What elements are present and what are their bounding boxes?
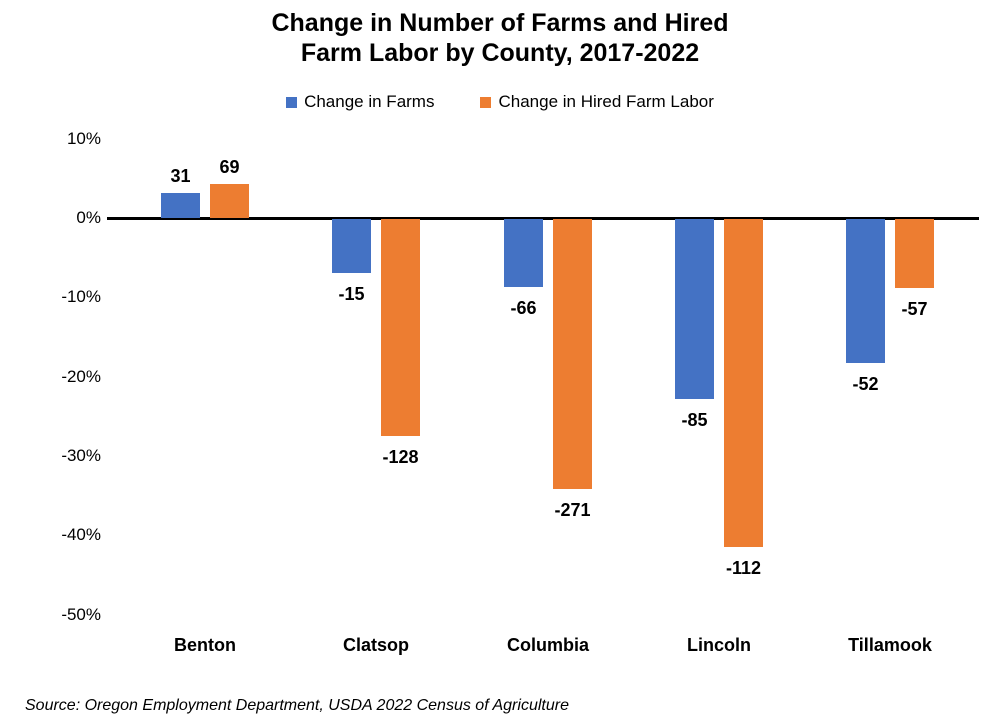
chart-title-line1: Change in Number of Farms and Hired [271, 9, 729, 37]
bar-data-label: -57 [901, 298, 928, 319]
bar-data-label: -85 [681, 410, 708, 430]
legend: Change in Farms Change in Hired Farm Labo… [0, 92, 1000, 112]
bar-benton-farms [161, 193, 200, 218]
category-label-tillamook: Tillamook [848, 635, 932, 655]
y-axis-tick-label: 0% [76, 208, 101, 227]
bar-data-label: -52 [852, 374, 879, 395]
bar-lincoln-hired-labor [724, 219, 763, 547]
bar-columbia-hired-labor [553, 219, 592, 489]
bar-data-label: -271 [554, 499, 591, 520]
source-note: Source: Oregon Employment Department, US… [25, 697, 569, 714]
bar-benton-hired-labor [210, 183, 249, 218]
bar-data-label: -66 [510, 298, 537, 319]
bar-data-label: 69 [219, 156, 240, 177]
legend-item: Change in Hired Farm Labor [480, 92, 714, 112]
bar-tillamook-hired-labor [895, 219, 934, 288]
zero-axis-line [107, 217, 979, 220]
y-axis-tick-label: -50% [61, 604, 101, 624]
y-axis-tick-label: -30% [61, 445, 101, 465]
bar-columbia-farms [504, 219, 543, 288]
legend-label: Change in Hired Farm Labor [498, 92, 714, 111]
bar-clatsop-farms [332, 219, 371, 273]
y-axis-tick-label: -10% [61, 287, 101, 307]
legend-swatch-icon [286, 96, 298, 108]
chart-title-line2: Farm Labor by County, 2017-2022 [300, 39, 700, 67]
y-axis-tick-label: -40% [61, 525, 101, 545]
legend-label: Change in Farms [304, 92, 435, 111]
bar-tillamook-farms [846, 219, 885, 364]
bar-clatsop-hired-labor [381, 219, 420, 437]
chart-title: Change in Number of Farms and Hired Farm… [0, 8, 1000, 68]
category-label-clatsop: Clatsop [342, 635, 409, 655]
bar-data-label: 31 [170, 166, 191, 187]
category-label-benton: Benton [174, 635, 236, 655]
y-axis-tick-label: -20% [61, 366, 101, 386]
bar-data-label: -15 [338, 283, 365, 304]
legend-swatch-icon [480, 96, 492, 108]
category-label-lincoln: Lincoln [687, 635, 751, 655]
legend-item: Change in Farms [286, 92, 434, 112]
category-label-columbia: Columbia [506, 635, 589, 655]
bar-data-label: -128 [382, 447, 419, 468]
bar-data-label: -112 [725, 557, 762, 578]
bar-lincoln-farms [675, 219, 714, 399]
y-axis-tick-label: 10% [66, 128, 101, 148]
